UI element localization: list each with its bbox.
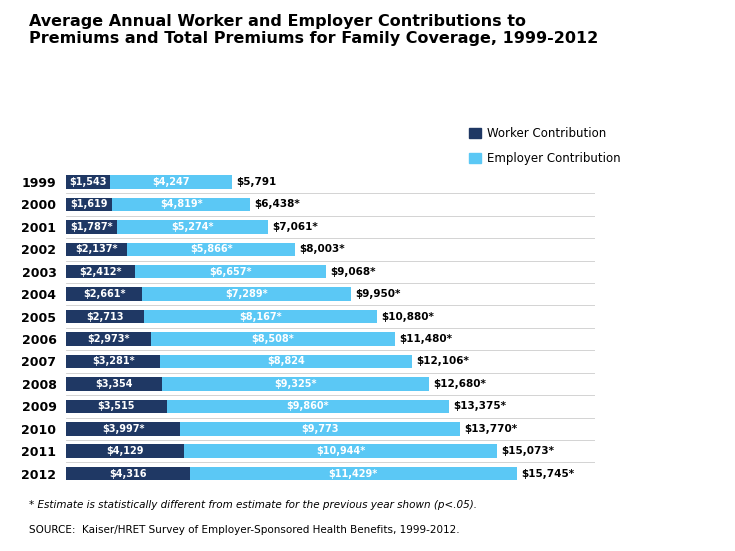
Text: $9,773: $9,773: [301, 424, 339, 434]
Bar: [162, 377, 429, 391]
Text: SOURCE:  Kaiser/HRET Survey of Employer-Sponsored Health Benefits, 1999-2012.: SOURCE: Kaiser/HRET Survey of Employer-S…: [29, 525, 460, 534]
Bar: [151, 332, 395, 346]
Text: $11,429*: $11,429*: [329, 469, 378, 479]
Text: * Estimate is statistically different from estimate for the previous year shown : * Estimate is statistically different fr…: [29, 500, 478, 510]
Bar: [190, 467, 517, 480]
Text: $3,997*: $3,997*: [102, 424, 145, 434]
Text: $3,281*: $3,281*: [92, 356, 135, 366]
Text: $2,713: $2,713: [86, 312, 123, 322]
Text: $12,680*: $12,680*: [433, 379, 486, 389]
Text: $4,819*: $4,819*: [160, 199, 203, 209]
Text: $3,515: $3,515: [98, 401, 135, 412]
Bar: [181, 422, 460, 435]
Text: $1,619: $1,619: [71, 199, 108, 209]
Text: $1,543: $1,543: [70, 177, 107, 187]
Text: $12,106*: $12,106*: [417, 356, 470, 366]
Bar: [66, 332, 151, 346]
Text: $11,480*: $11,480*: [399, 334, 452, 344]
Text: $7,289*: $7,289*: [225, 289, 268, 299]
Bar: [144, 310, 377, 323]
Text: $9,950*: $9,950*: [355, 289, 401, 299]
Bar: [160, 355, 412, 368]
Text: $5,791: $5,791: [236, 177, 276, 187]
Text: $4,316: $4,316: [109, 469, 146, 479]
Legend: Worker Contribution, Employer Contribution: Worker Contribution, Employer Contributi…: [469, 127, 620, 165]
Bar: [66, 242, 127, 256]
Bar: [66, 355, 160, 368]
Text: $8,167*: $8,167*: [240, 312, 282, 322]
Text: $10,880*: $10,880*: [381, 312, 434, 322]
Text: $8,003*: $8,003*: [299, 244, 345, 255]
Bar: [66, 445, 184, 458]
Bar: [66, 288, 143, 301]
Text: Average Annual Worker and Employer Contributions to
Premiums and Total Premiums : Average Annual Worker and Employer Contr…: [29, 14, 598, 46]
Bar: [127, 242, 295, 256]
Text: $9,325*: $9,325*: [274, 379, 317, 389]
Bar: [66, 377, 162, 391]
Bar: [112, 198, 251, 211]
Bar: [66, 467, 190, 480]
Bar: [66, 310, 144, 323]
Text: $8,824: $8,824: [268, 356, 305, 366]
Bar: [66, 220, 118, 234]
Bar: [66, 175, 110, 189]
Text: $2,412*: $2,412*: [79, 267, 122, 277]
Text: $3,354: $3,354: [96, 379, 133, 389]
Text: $6,657*: $6,657*: [209, 267, 251, 277]
Bar: [167, 399, 449, 413]
Bar: [135, 265, 326, 278]
Text: $8,508*: $8,508*: [251, 334, 294, 344]
Text: $9,068*: $9,068*: [330, 267, 376, 277]
Text: $9,860*: $9,860*: [287, 401, 329, 412]
Bar: [66, 399, 167, 413]
Bar: [118, 220, 268, 234]
Text: $13,375*: $13,375*: [453, 401, 506, 412]
Text: $6,438*: $6,438*: [254, 199, 301, 209]
Text: $5,866*: $5,866*: [190, 244, 232, 255]
Bar: [110, 175, 232, 189]
Text: $13,770*: $13,770*: [465, 424, 517, 434]
Text: $4,129: $4,129: [107, 446, 144, 456]
Bar: [66, 265, 135, 278]
Text: $5,274*: $5,274*: [171, 222, 214, 232]
Text: $2,973*: $2,973*: [87, 334, 130, 344]
Bar: [66, 198, 112, 211]
Text: $15,073*: $15,073*: [501, 446, 555, 456]
Bar: [143, 288, 351, 301]
Text: $10,944*: $10,944*: [316, 446, 365, 456]
Text: $2,661*: $2,661*: [83, 289, 126, 299]
Text: $1,787*: $1,787*: [71, 222, 113, 232]
Text: $2,137*: $2,137*: [76, 244, 118, 255]
Bar: [184, 445, 498, 458]
Text: $7,061*: $7,061*: [273, 222, 318, 232]
Text: $15,745*: $15,745*: [521, 469, 574, 479]
Text: $4,247: $4,247: [152, 177, 190, 187]
Bar: [66, 422, 181, 435]
